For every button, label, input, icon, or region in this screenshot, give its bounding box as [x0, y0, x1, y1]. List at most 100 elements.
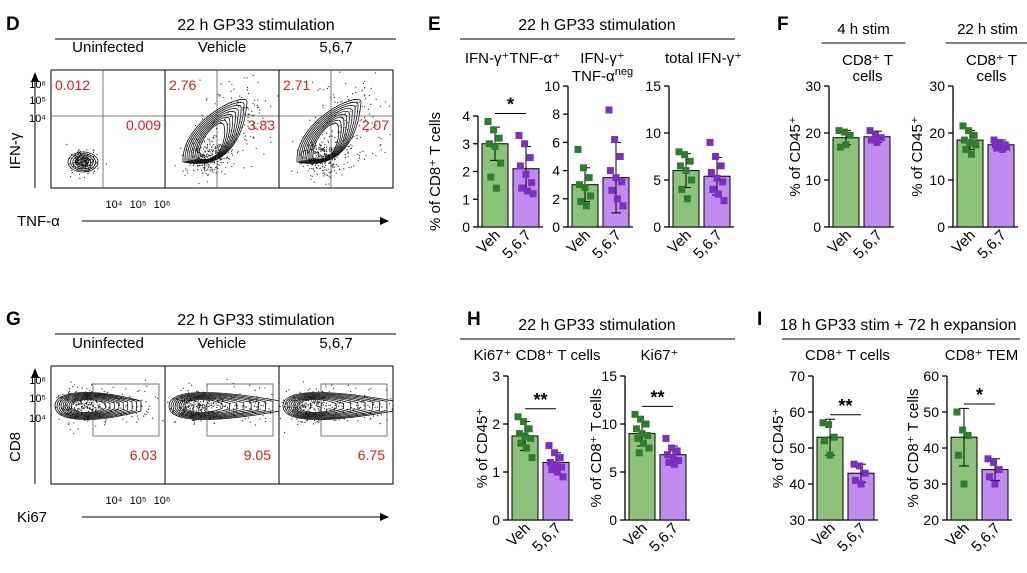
flow-event-dot [323, 137, 325, 139]
flow-event-dot [167, 401, 169, 403]
flow-event-dot [75, 404, 77, 406]
flow-event-dot [223, 405, 225, 407]
flow-event-dot [77, 428, 79, 430]
flow-event-dot [232, 382, 234, 384]
flow-event-dot [318, 390, 320, 392]
flow-event-dot [211, 154, 214, 156]
flow-event-dot [333, 163, 335, 165]
flow-event-dot [322, 134, 324, 136]
flow-event-dot [258, 112, 260, 114]
flow-event-dot [320, 145, 323, 147]
flow-event-dot [314, 152, 316, 154]
flow-event-dot [328, 86, 330, 88]
flow-event-dot [331, 406, 333, 408]
flow-event-dot [137, 391, 139, 393]
flow-event-dot [350, 166, 353, 168]
flow-event-dot [81, 407, 83, 409]
flow-event-dot [217, 94, 219, 96]
flow-event-dot [194, 125, 197, 127]
flow-event-dot [391, 408, 393, 410]
flow-event-dot [313, 151, 315, 153]
flow-event-dot [87, 399, 89, 401]
y-tick-label: 0 [937, 219, 945, 235]
flow-event-dot [199, 154, 201, 156]
data-point [990, 458, 998, 466]
flow-event-dot [351, 407, 353, 409]
data-point [575, 181, 583, 189]
flow-contour [176, 395, 252, 417]
flow-event-dot [82, 159, 84, 161]
data-point [490, 126, 498, 134]
flow-event-dot [363, 158, 366, 160]
flow-event-dot [307, 409, 309, 411]
flow-event-dot [77, 151, 79, 153]
flow-event-dot [207, 168, 209, 170]
flow-event-dot [59, 403, 61, 405]
flow-event-dot [316, 151, 318, 153]
category-label: Veh [809, 520, 839, 550]
flow-event-dot [285, 390, 287, 392]
significance-stars: ** [533, 390, 547, 410]
flow-event-dot [324, 405, 326, 407]
data-point [551, 449, 559, 457]
flow-event-dot [324, 154, 326, 156]
flow-event-dot [380, 149, 382, 151]
flow-event-dot [292, 141, 294, 143]
y-axis-label: % of CD45⁺ [909, 116, 926, 196]
flow-event-dot [236, 152, 239, 154]
flow-contour [184, 102, 245, 164]
flow-event-dot [209, 404, 211, 406]
chart-title-line-2: TNF-αneg [572, 66, 633, 85]
flow-event-dot [322, 170, 324, 172]
flow-event-dot [204, 166, 206, 168]
gate-percent-upper-left: 2.71 [283, 77, 310, 93]
flow-event-dot [274, 403, 275, 404]
flow-event-dot [346, 96, 348, 98]
flow-event-dot [310, 174, 312, 176]
data-point [670, 460, 678, 468]
data-point [515, 131, 523, 139]
flow-event-dot [59, 394, 61, 396]
flow-event-dot [355, 92, 357, 94]
flow-contour [58, 393, 133, 419]
data-point [962, 145, 970, 153]
flow-event-dot [78, 149, 80, 151]
flow-event-dot [200, 153, 202, 155]
flow-event-dot [246, 143, 248, 145]
flow-event-dot [301, 156, 303, 158]
flow-event-dot [86, 155, 88, 158]
flow-event-dot [195, 410, 198, 412]
flow-contour [192, 114, 234, 162]
flow-event-dot [301, 405, 303, 407]
flow-event-dot [202, 406, 204, 408]
data-point [712, 153, 720, 160]
flow-contour [67, 151, 99, 173]
y-tick-label: 20 [923, 512, 939, 528]
flow-event-dot [262, 405, 264, 407]
flow-contour [56, 393, 137, 419]
flow-event-dot [86, 407, 89, 409]
flow-event-dot [89, 408, 91, 410]
significance-stars: * [507, 95, 514, 115]
flow-event-dot [217, 167, 219, 169]
flow-contour [66, 397, 115, 415]
flow-event-dot [315, 405, 317, 407]
flow-event-dot [67, 392, 70, 394]
flow-event-dot [95, 407, 97, 409]
flow-event-dot [147, 412, 149, 414]
flow-event-dot [318, 401, 320, 403]
flow-event-dot [367, 129, 369, 131]
flow-event-dot [331, 165, 333, 167]
flow-event-dot [372, 153, 374, 155]
flow-event-dot [363, 106, 366, 108]
flow-event-dot [245, 139, 247, 141]
flow-event-dot [311, 167, 313, 169]
flow-event-dot [327, 140, 329, 142]
flow-event-dot [115, 408, 117, 410]
flow-event-dot [254, 122, 256, 124]
flow-event-dot [90, 409, 93, 411]
flow-event-dot [345, 112, 347, 114]
flow-event-dot [317, 89, 319, 91]
